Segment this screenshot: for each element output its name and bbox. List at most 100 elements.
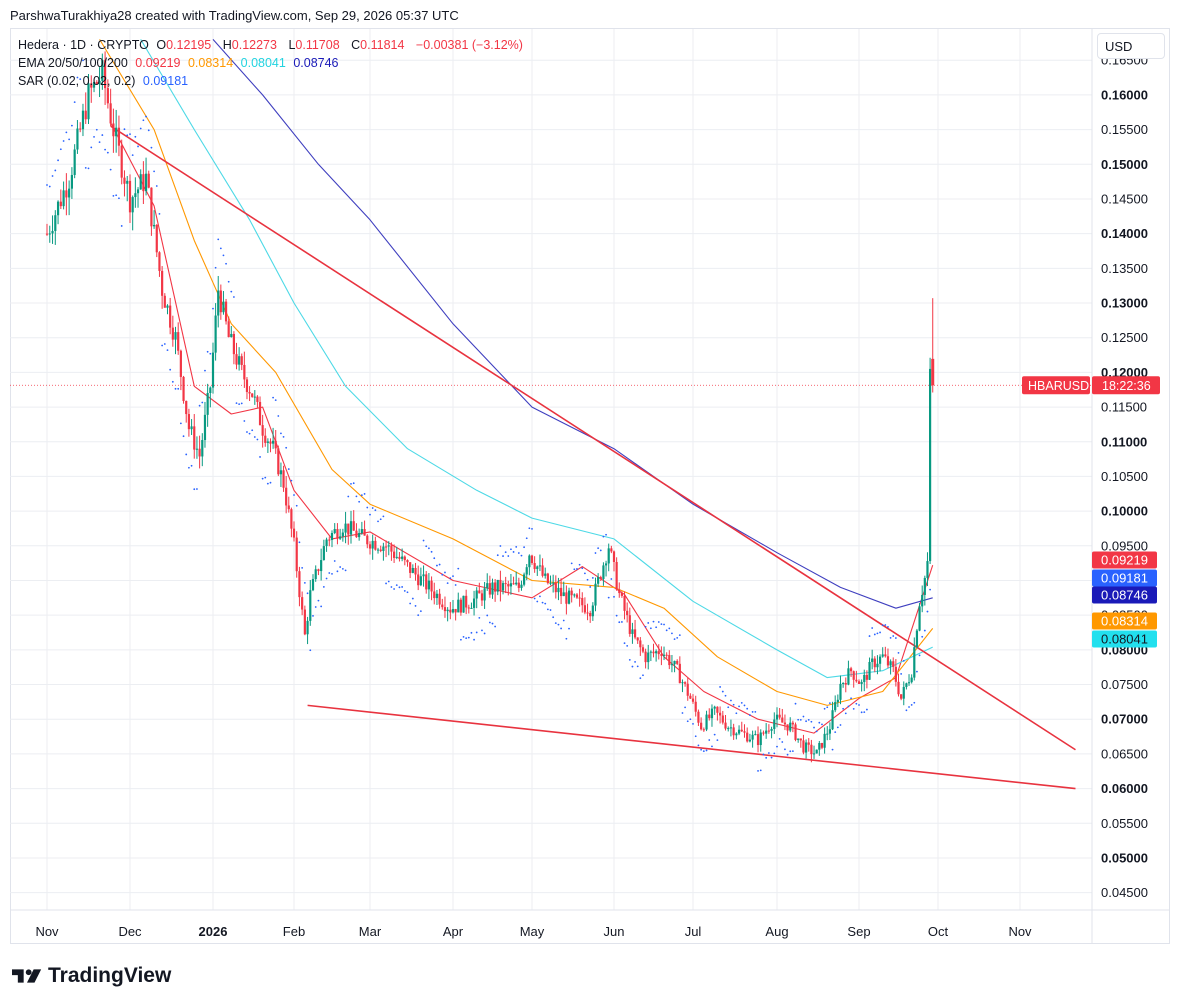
candle-body [533, 563, 536, 570]
candle-body [411, 567, 414, 573]
sar-dot [217, 238, 220, 241]
candle-body [520, 584, 523, 588]
sar-dot [694, 735, 697, 738]
candle [201, 433, 204, 467]
candle-body [578, 597, 581, 599]
price-tick-label: 0.11000 [1101, 434, 1147, 449]
candle [512, 576, 515, 585]
symbol-name[interactable]: Hedera · 1D · CRYPTO [18, 38, 149, 52]
candle [211, 342, 215, 394]
candle [583, 597, 587, 615]
sar-dot [287, 468, 290, 470]
ticker-tag-bg [1022, 376, 1090, 395]
currency-selector[interactable]: USD [1097, 33, 1165, 59]
candle-body [480, 593, 484, 601]
sar-dot [169, 368, 172, 371]
sar-dot [799, 718, 802, 721]
candle-body [844, 682, 847, 685]
price-tick-label: 0.13000 [1101, 296, 1148, 311]
candle-body [238, 356, 241, 365]
candle-body [56, 201, 60, 216]
candle [834, 695, 837, 713]
candle [106, 79, 109, 109]
sar-dot [858, 704, 860, 706]
candle [459, 597, 462, 616]
candle-body [868, 661, 871, 680]
sar-dot [568, 627, 570, 630]
candle [915, 628, 919, 649]
sar-dot [385, 582, 387, 585]
candle-body [554, 582, 557, 593]
price-tick-label: 0.11500 [1101, 400, 1147, 415]
candle [515, 571, 518, 586]
candle [810, 739, 813, 763]
candle-body [309, 590, 312, 621]
candle [860, 679, 863, 692]
candle-body [417, 574, 420, 586]
sar-dot [754, 710, 757, 713]
candle [520, 580, 523, 591]
candle-body [773, 719, 776, 729]
price-tick-label: 0.06500 [1101, 746, 1148, 761]
candle-body [544, 573, 547, 576]
candle-body [620, 593, 623, 596]
sar-dot [406, 591, 409, 594]
legend-ema-line[interactable]: EMA 20/50/100/200 0.09219 0.08314 0.0804… [18, 56, 343, 70]
price-tick-label: 0.09500 [1101, 538, 1148, 553]
sar-dot [778, 737, 781, 740]
candle [546, 572, 549, 585]
candle [544, 567, 547, 579]
candle [387, 541, 390, 556]
candle-body [90, 83, 93, 88]
sar-dot [557, 623, 560, 626]
candle-body [812, 753, 816, 755]
candle-body [363, 529, 366, 536]
candle-body [306, 620, 309, 635]
candle-body [295, 537, 298, 572]
candle [549, 575, 552, 586]
sar-dot [98, 141, 101, 143]
sar-dot [552, 616, 555, 619]
candle-body [384, 546, 388, 548]
candle [886, 648, 890, 669]
candle-body [406, 560, 409, 563]
candle [737, 725, 741, 736]
sar-dot [230, 290, 233, 293]
candle [65, 173, 68, 216]
candle [235, 342, 238, 370]
candle [913, 637, 916, 681]
candle [533, 556, 536, 573]
candle [884, 646, 887, 658]
tradingview-logo[interactable]: TradingView [12, 964, 171, 988]
sar-dot [910, 704, 913, 706]
sar-dot [802, 715, 805, 718]
candle-body [729, 727, 733, 729]
ema-line-ema200 [212, 39, 933, 609]
sar-dot [539, 595, 541, 598]
candle [660, 646, 663, 666]
sar-dot [573, 568, 576, 571]
candle [504, 576, 507, 594]
candle-body [131, 197, 134, 213]
sar-dot [238, 403, 241, 406]
grid [10, 29, 1170, 944]
candle [374, 536, 377, 551]
candle [807, 738, 810, 752]
sar-dot [719, 686, 721, 688]
candle [401, 548, 404, 562]
candle [406, 559, 409, 567]
candle [112, 108, 115, 153]
open-label: O [156, 38, 167, 52]
legend-sar-line[interactable]: SAR (0.02, 0.02, 0.2) 0.09181 [18, 74, 192, 88]
sar-dot [713, 733, 716, 736]
countdown-tag-text: 18:22:36 [1102, 379, 1151, 393]
candle [496, 579, 499, 596]
candle-body [376, 549, 380, 551]
candle [240, 353, 243, 371]
candle-body [599, 577, 602, 579]
candle [139, 169, 142, 190]
candle-body [48, 233, 51, 235]
candle-body [878, 656, 882, 664]
candle-body [702, 729, 705, 731]
